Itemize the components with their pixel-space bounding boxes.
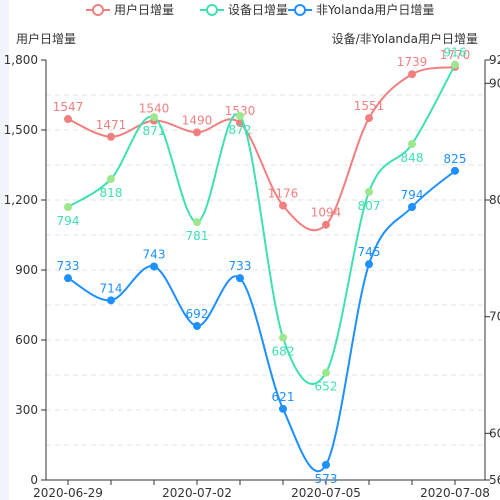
data-label: 781 bbox=[186, 229, 209, 243]
left-tick-label: 300 bbox=[15, 403, 38, 417]
data-label: 692 bbox=[186, 307, 209, 321]
data-label: 682 bbox=[272, 345, 295, 359]
data-label: 848 bbox=[401, 151, 424, 165]
data-label: 573 bbox=[315, 472, 338, 486]
series-line bbox=[67, 66, 456, 232]
left-tick-label: 600 bbox=[15, 333, 38, 347]
left-edge-strip bbox=[0, 0, 9, 500]
data-point bbox=[64, 203, 72, 211]
data-label: 794 bbox=[57, 214, 80, 228]
data-point bbox=[322, 220, 330, 229]
right-tick-label: 60 bbox=[489, 426, 500, 440]
data-point bbox=[279, 333, 287, 342]
x-tick-label: 2020-06-29 bbox=[33, 486, 103, 500]
left-tick-label: 0 bbox=[30, 473, 38, 487]
data-point bbox=[64, 274, 72, 283]
data-label: 818 bbox=[100, 186, 123, 200]
legend-item: 设备日增量 bbox=[200, 3, 288, 17]
data-point bbox=[236, 112, 244, 120]
left-tick-label: 1,500 bbox=[4, 123, 38, 137]
data-point bbox=[107, 175, 115, 183]
x-tick-label: 2020-07-05 bbox=[291, 486, 361, 500]
axes: 0 300 600 900 1,200 1,500 1,800 56 60 70 80 90 92 202… bbox=[4, 53, 500, 500]
data-label: 1530 bbox=[225, 104, 256, 118]
data-label: 1540 bbox=[139, 102, 170, 116]
legend-marker bbox=[92, 4, 104, 16]
legend-label: 设备日增量 bbox=[228, 3, 288, 17]
data-label: 807 bbox=[358, 199, 381, 213]
data-label: 1739 bbox=[397, 55, 428, 69]
legend-label: 用户日增量 bbox=[114, 2, 174, 17]
data-point bbox=[451, 166, 459, 175]
legend-marker bbox=[294, 4, 306, 16]
chart-legend: 用户日增量 设备日增量 非Yolanda用户日增量 bbox=[86, 2, 434, 17]
data-label: 652 bbox=[315, 380, 338, 394]
legend-marker bbox=[206, 4, 218, 16]
x-tick-label: 2020-07-08 bbox=[420, 486, 490, 500]
data-point bbox=[236, 274, 244, 283]
data-label: 733 bbox=[229, 259, 252, 273]
data-point bbox=[193, 128, 201, 137]
right-tick-label: 70 bbox=[489, 310, 500, 324]
data-point bbox=[322, 368, 330, 377]
data-point bbox=[408, 203, 416, 211]
right-tick-label: 90 bbox=[489, 76, 500, 90]
data-point bbox=[193, 322, 201, 330]
left-axis-name: 用户日增量 bbox=[16, 31, 76, 46]
series-0: 1547 1471 1540 1490 1530 1176 1094 1551 1739 1770 bbox=[53, 48, 471, 232]
data-point bbox=[64, 115, 72, 124]
data-label: 733 bbox=[57, 259, 80, 273]
right-axis-name: 设备/非Yolanda用户日增量 bbox=[332, 31, 478, 46]
left-tick-label: 1,200 bbox=[4, 193, 38, 207]
x-tick-label: 2020-07-02 bbox=[162, 486, 232, 500]
series-layer: 1547 1471 1540 1490 1530 1176 1094 1551 1739 1770… bbox=[53, 46, 471, 486]
data-label: 621 bbox=[272, 390, 295, 404]
data-label: 1551 bbox=[354, 99, 385, 113]
data-label: 1176 bbox=[268, 187, 299, 201]
data-label: 714 bbox=[100, 281, 123, 295]
series-1: 794 818 871 781 872 682 652 807 848 916 bbox=[57, 46, 467, 394]
data-label: 1490 bbox=[182, 113, 213, 127]
data-point bbox=[365, 187, 373, 196]
data-point bbox=[107, 132, 115, 141]
data-label: 745 bbox=[358, 245, 381, 259]
data-label: 916 bbox=[444, 46, 467, 60]
series-line bbox=[67, 170, 456, 473]
data-point bbox=[365, 114, 373, 123]
data-point bbox=[150, 113, 158, 122]
data-label: 872 bbox=[229, 123, 252, 137]
data-point bbox=[193, 218, 201, 227]
data-label: 1471 bbox=[96, 118, 127, 132]
legend-item: 用户日增量 bbox=[86, 2, 174, 17]
left-tick-label: 1,800 bbox=[4, 53, 38, 67]
data-point bbox=[150, 262, 158, 271]
left-tick-label: 900 bbox=[15, 263, 38, 277]
data-label: 1094 bbox=[311, 206, 342, 220]
data-label: 743 bbox=[143, 248, 166, 262]
data-point bbox=[451, 60, 459, 69]
grid-lines bbox=[46, 94, 485, 446]
data-point bbox=[365, 260, 373, 269]
data-point bbox=[279, 404, 287, 413]
right-tick-label: 56 bbox=[489, 473, 500, 487]
data-point bbox=[408, 140, 416, 148]
data-label: 825 bbox=[444, 152, 467, 166]
right-tick-label: 80 bbox=[489, 193, 500, 207]
data-label: 871 bbox=[143, 124, 166, 138]
legend-item: 非Yolanda用户日增量 bbox=[288, 2, 434, 17]
series-2: 733 714 743 692 733 621 573 745 794 825 bbox=[57, 152, 467, 486]
data-label: 1547 bbox=[53, 100, 84, 114]
data-label: 1770 bbox=[440, 48, 471, 62]
data-point bbox=[279, 201, 287, 210]
right-tick-label: 92 bbox=[489, 53, 500, 67]
data-point bbox=[322, 460, 330, 469]
legend-label: 非Yolanda用户日增量 bbox=[316, 2, 434, 17]
data-point bbox=[408, 70, 416, 79]
data-point bbox=[107, 296, 115, 305]
data-label: 794 bbox=[401, 188, 424, 202]
